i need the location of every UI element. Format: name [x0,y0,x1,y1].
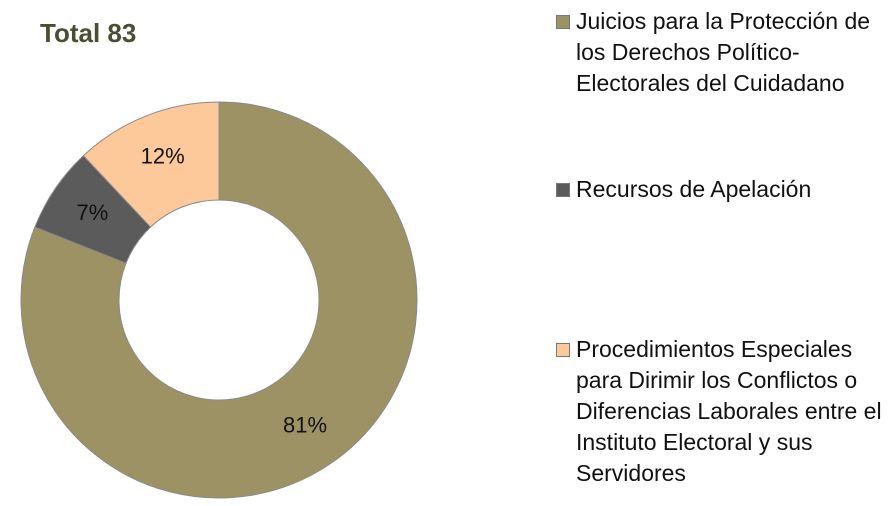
legend-label: Recursos de Apelación [576,176,812,202]
legend-entry: Procedimientos Especiales para Dirimir l… [556,334,886,489]
slice-label: 12% [141,144,185,169]
legend-swatch [556,343,570,357]
legend-label: Procedimientos Especiales para Dirimir l… [576,336,882,486]
chart-title: Total 83 [40,18,136,48]
slice-label: 81% [283,412,327,437]
legend-entry: Juicios para la Protección de los Derech… [556,6,886,99]
legend-label: Juicios para la Protección de los Derech… [576,8,871,96]
legend-swatch [556,15,570,29]
legend-entry: Recursos de Apelación [556,174,886,205]
legend-swatch [556,183,570,197]
slice-label: 7% [77,200,109,225]
donut-slice [20,101,418,499]
donut-slice [82,101,220,228]
